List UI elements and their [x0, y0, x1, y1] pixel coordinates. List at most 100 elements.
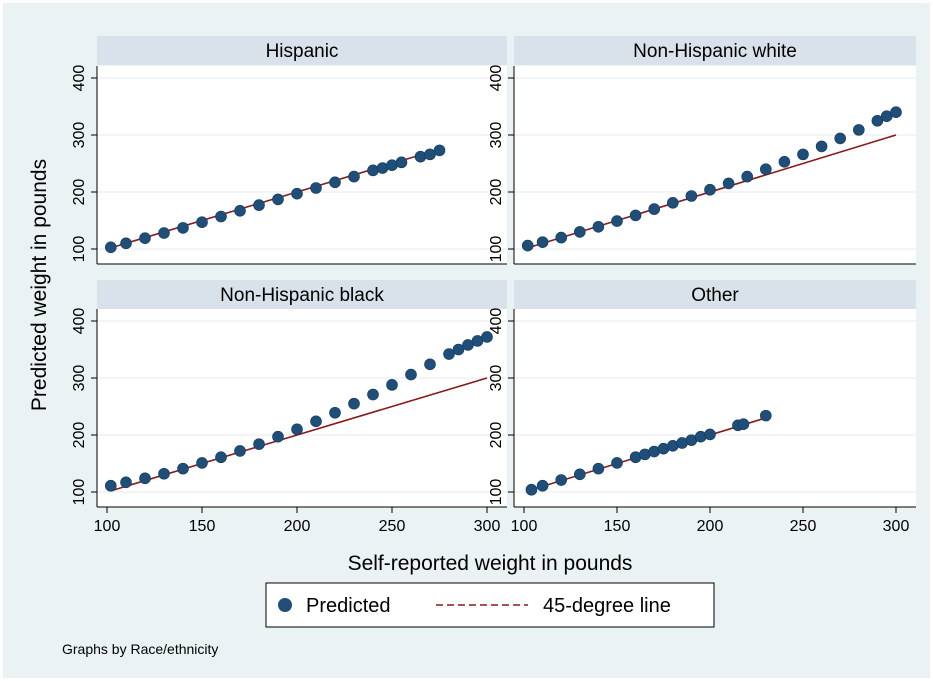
y-tick-label: 100 [488, 236, 505, 263]
predicted-point [573, 226, 586, 238]
predicted-point [778, 155, 791, 168]
predicted-point [158, 227, 170, 239]
predicted-point [234, 445, 246, 457]
predicted-point [704, 428, 716, 441]
predicted-point [310, 415, 322, 428]
predicted-point [852, 124, 865, 136]
panel-title: Non-Hispanic white [633, 41, 797, 62]
predicted-point [592, 462, 605, 475]
predicted-point [348, 397, 360, 410]
x-axis-right: 100 150 200 250 300 [511, 507, 910, 535]
predicted-point [737, 418, 750, 430]
y-tick-label: 300 [71, 122, 88, 149]
predicted-point [424, 358, 436, 371]
predicted-point [414, 150, 427, 163]
panel-title: Other [691, 285, 739, 306]
x-tick-label: 200 [697, 518, 724, 535]
predicted-point [139, 232, 151, 244]
predicted-point [367, 388, 379, 401]
predicted-point [395, 156, 408, 169]
panel-header [97, 280, 507, 309]
legend-predicted-label: Predicted [306, 595, 391, 617]
y-tick-label: 400 [488, 308, 505, 335]
legend-box [265, 582, 715, 628]
y-tick-label: 400 [71, 65, 88, 92]
panel-header [514, 36, 916, 65]
x-tick-label: 300 [474, 518, 501, 535]
predicted-point [272, 430, 284, 443]
predicted-point [890, 106, 902, 118]
predicted-point [329, 176, 341, 189]
predicted-point [120, 476, 132, 489]
predicted-point [196, 216, 208, 229]
x-tick-label: 150 [604, 518, 631, 535]
panel-other: Other 100 200 300 400 [488, 280, 916, 508]
x-tick-label: 300 [883, 518, 910, 535]
predicted-point [120, 237, 132, 250]
y-tick-label: 100 [71, 236, 88, 263]
predicted-point [536, 236, 549, 248]
predicted-point [666, 197, 679, 209]
x-tick-label: 250 [379, 518, 406, 535]
predicted-point [797, 148, 809, 161]
predicted-point [481, 331, 493, 343]
panel-hispanic: Hispanic 100 200 300 400 [71, 36, 507, 265]
y-tick-label: 200 [71, 422, 88, 449]
predicted-point [704, 183, 716, 196]
predicted-point [741, 170, 754, 183]
predicted-point [139, 472, 151, 485]
predicted-point [272, 193, 284, 206]
panel-title: Hispanic [266, 41, 339, 62]
y-tick-label: 300 [488, 365, 505, 392]
predicted-point [253, 438, 265, 450]
predicted-point [234, 205, 246, 217]
y-tick-label: 100 [71, 479, 88, 506]
predicted-point [215, 451, 227, 464]
y-tick-label: 200 [488, 179, 505, 206]
legend-predicted-marker [278, 598, 292, 612]
predicted-point [367, 164, 379, 177]
predicted-point [525, 483, 538, 496]
predicted-point [611, 457, 623, 469]
predicted-point [555, 231, 568, 244]
predicted-point [348, 170, 360, 183]
predicted-point [555, 474, 568, 486]
predicted-point [158, 467, 170, 480]
predicted-point [536, 479, 549, 492]
predicted-point [759, 409, 772, 422]
x-axis-title: Self-reported weight in pounds [348, 552, 633, 575]
predicted-point [310, 182, 322, 194]
y-tick-label: 400 [488, 65, 505, 92]
y-tick-label: 400 [71, 308, 88, 335]
predicted-point [722, 177, 735, 190]
y-tick-label: 200 [71, 179, 88, 206]
x-tick-label: 250 [790, 518, 817, 535]
predicted-point [405, 368, 417, 381]
y-axis-title: Predicted weight in pounds [28, 159, 51, 411]
y-tick-label: 100 [488, 479, 505, 506]
predicted-point [452, 343, 465, 356]
predicted-point [629, 209, 642, 222]
predicted-point [177, 222, 189, 234]
predicted-point [386, 379, 398, 391]
predicted-point [253, 199, 265, 211]
predicted-point [648, 203, 661, 215]
x-tick-label: 100 [511, 518, 538, 535]
predicted-point [759, 163, 772, 175]
legend: Predicted 45-degree line [265, 582, 715, 628]
by-variable-note: Graphs by Race/ethnicity [62, 641, 218, 657]
predicted-point [685, 190, 698, 202]
x-tick-label: 100 [94, 518, 121, 535]
y-tick-label: 300 [488, 122, 505, 149]
x-tick-label: 200 [284, 518, 311, 535]
panel-header [97, 36, 507, 65]
predicted-point [573, 468, 586, 481]
predicted-point [105, 479, 117, 492]
predicted-point [196, 457, 208, 469]
predicted-point [329, 406, 341, 419]
panel-non-hispanic-white: Non-Hispanic white 100 200 300 400 [488, 36, 916, 265]
predicted-point [815, 140, 828, 153]
y-tick-label: 200 [488, 422, 505, 449]
y-tick-label: 300 [71, 365, 88, 392]
